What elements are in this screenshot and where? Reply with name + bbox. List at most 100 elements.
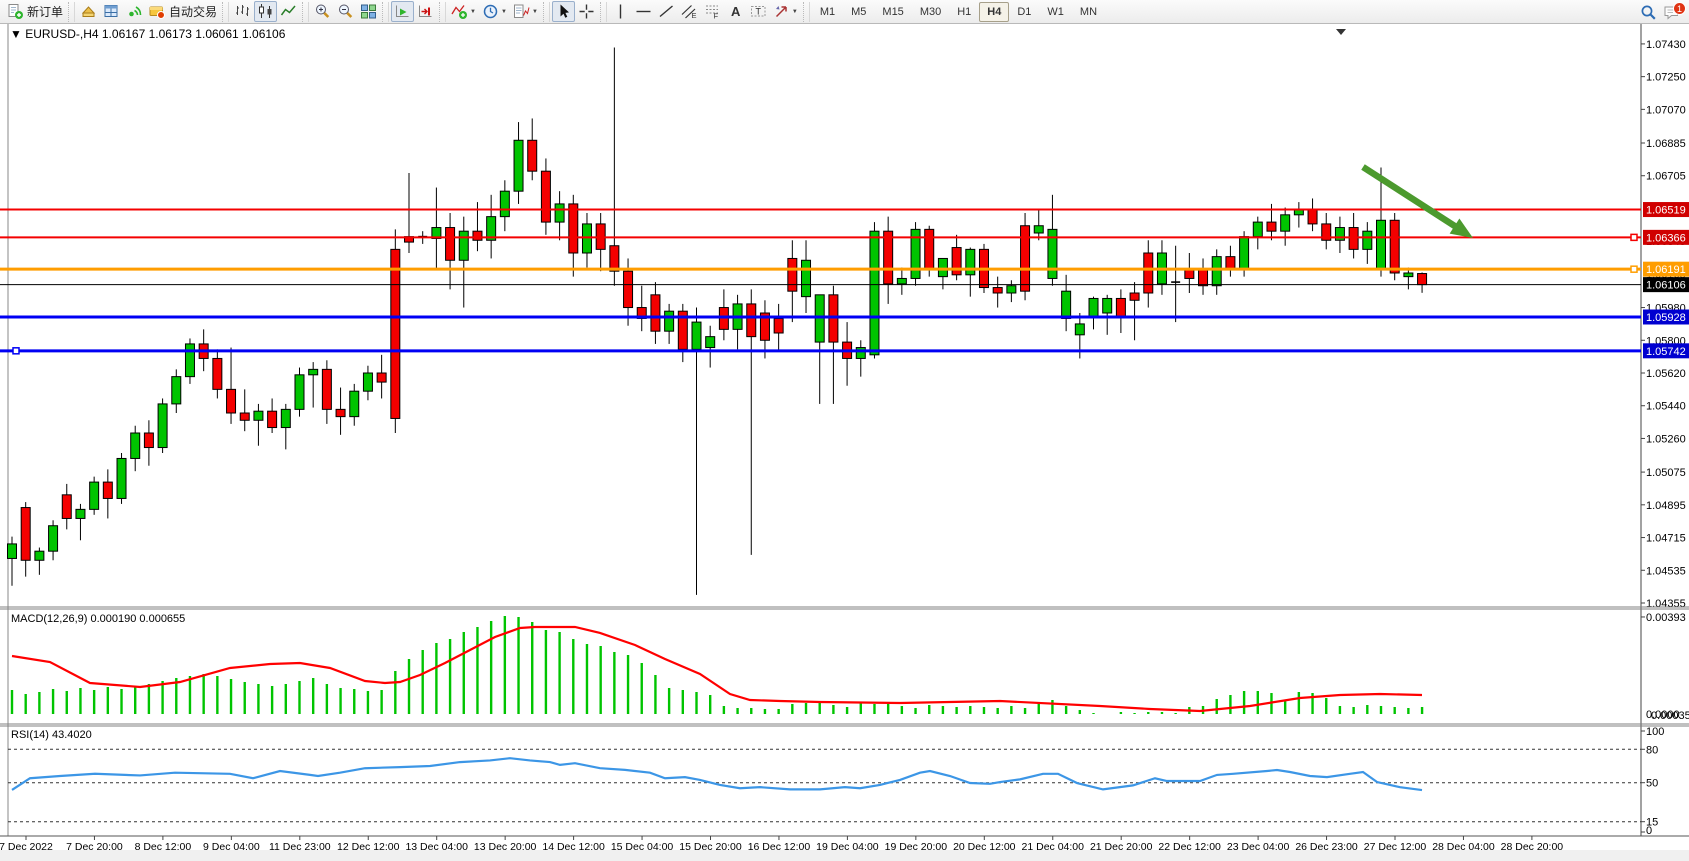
horizontal-line-button[interactable] <box>632 1 655 22</box>
price-badge-label: 1.06366 <box>1646 232 1686 244</box>
bull-candle <box>1376 219 1386 270</box>
crosshair-button[interactable] <box>575 1 598 22</box>
timeframe-w1-button[interactable]: W1 <box>1047 5 1064 18</box>
timeframe-m1-button[interactable]: M1 <box>819 5 836 18</box>
text-label-button[interactable]: T <box>747 1 770 22</box>
bear-candle <box>102 481 113 499</box>
periods-dropdown-arrow[interactable]: ▼ <box>500 8 507 15</box>
price-badge-label: 1.06106 <box>1646 280 1686 292</box>
auto-scroll-button[interactable] <box>391 1 415 22</box>
bear-candle <box>390 248 401 419</box>
bull-candle <box>937 257 948 278</box>
chart-shift-marker[interactable] <box>1336 29 1346 35</box>
line-handle[interactable] <box>1630 233 1638 242</box>
cursor-icon <box>555 3 572 20</box>
chat-button[interactable]: 1 <box>1660 1 1686 23</box>
market-watch-button[interactable] <box>77 1 100 22</box>
time-tick-label: 12 Dec 12:00 <box>337 841 400 853</box>
time-tick-label: 15 Dec 04:00 <box>611 841 674 853</box>
candle-chart-button[interactable] <box>254 1 278 22</box>
data-window-button[interactable] <box>100 1 123 22</box>
time-tick-label: 15 Dec 20:00 <box>679 841 742 853</box>
zoom-in-button[interactable] <box>311 1 334 22</box>
bear-candle <box>883 230 894 285</box>
autotrading-button[interactable]: 自动交易 <box>146 1 220 22</box>
timeframe-h4-button[interactable]: H4 <box>979 1 1010 22</box>
indicators-dropdown-arrow[interactable]: ▼ <box>470 8 476 15</box>
chart-shift-button[interactable] <box>414 1 437 22</box>
tile-windows-button[interactable] <box>357 1 380 22</box>
price-badge-support <box>1643 343 1689 359</box>
price-tick-label: 1.04355 <box>1646 598 1686 610</box>
periods-button[interactable]: ▼ <box>479 1 510 22</box>
bull-candle <box>513 139 524 192</box>
price-badge-resistance <box>1643 202 1689 218</box>
macd-signal-line <box>11 625 1423 713</box>
market-watch-icon <box>80 3 97 20</box>
bull-candle <box>705 336 716 349</box>
vertical-line-button[interactable] <box>609 1 632 22</box>
line-chart-button[interactable] <box>277 1 300 22</box>
chart-background <box>0 24 1689 861</box>
bull-candle <box>1074 323 1085 336</box>
indicators-button[interactable]: ▼ <box>448 1 479 22</box>
bear-candle <box>527 139 538 172</box>
cursor-button[interactable] <box>551 1 575 22</box>
text-button[interactable]: A <box>724 1 747 22</box>
new-order-button[interactable]: 新订单 <box>4 1 66 22</box>
time-tick-label: 19 Dec 04:00 <box>816 841 879 853</box>
toolbar-separator <box>68 1 76 22</box>
timeframe-m5-button[interactable]: M5 <box>851 5 867 18</box>
timeframe-h1-button[interactable]: H1 <box>957 5 972 18</box>
time-tick-label: 28 Dec 04:00 <box>1432 841 1495 853</box>
bear-candle <box>226 388 237 414</box>
trend-arrow-head[interactable] <box>1449 218 1473 238</box>
autotrading-label: 自动交易 <box>169 5 218 19</box>
data-window-icon <box>103 3 120 20</box>
timeframe-d1-button[interactable]: D1 <box>1017 5 1032 18</box>
bear-candle <box>143 432 154 449</box>
bear-candle <box>650 294 661 332</box>
chart-canvas[interactable]: 1.07430 1.07250 1.07070 1.06885 1.06705 1.059… <box>0 24 1689 861</box>
new-order-label: 新订单 <box>27 5 64 19</box>
bull-candle <box>1334 227 1345 241</box>
trendline-button[interactable] <box>655 1 678 22</box>
bear-candle <box>376 372 387 383</box>
bear-candle <box>992 287 1003 294</box>
bull-candle <box>896 277 907 285</box>
bear-candle <box>1307 208 1318 225</box>
timeframe-m30-button[interactable]: M30 <box>919 5 942 18</box>
bull-candle <box>691 321 702 350</box>
zoom-out-button[interactable] <box>334 1 357 22</box>
time-tick-label: 21 Dec 04:00 <box>1022 841 1085 853</box>
fibonacci-button[interactable]: F <box>701 1 724 22</box>
price-badge-label: 1.06191 <box>1646 264 1686 276</box>
search-button[interactable] <box>1637 2 1660 23</box>
timeframe-mn-button[interactable]: MN <box>1079 5 1098 18</box>
templates-button[interactable]: ▼ <box>510 1 541 22</box>
bull-candle <box>1403 272 1414 278</box>
bear-candle <box>759 312 770 341</box>
channel-button[interactable]: E <box>678 1 701 22</box>
templates-dropdown-arrow[interactable]: ▼ <box>531 8 538 15</box>
bull-candle <box>1239 236 1250 270</box>
main-toolbar: 新订单 自动交易 ▼ ▼ ▼ E F A T ▼ M1 M5 M15 M30 H1 H4 D1 W1 MN 1 <box>0 0 1689 24</box>
navigator-button[interactable] <box>123 1 146 22</box>
text-label-icon: T <box>750 3 767 20</box>
bar-chart-button[interactable] <box>231 1 254 22</box>
timeframe-m15-button[interactable]: M15 <box>882 5 904 18</box>
arrows-button[interactable]: ▼ <box>770 1 801 22</box>
price-tick-label: 1.05440 <box>1646 401 1686 413</box>
chart-title: ▼ EURUSD-,H4 1.06167 1.06173 1.06061 1.0… <box>10 27 286 41</box>
time-tick-label: 28 Dec 20:00 <box>1501 841 1564 853</box>
price-tick-label: 1.06885 <box>1646 138 1686 150</box>
bear-candle <box>773 317 784 334</box>
line-handle[interactable] <box>12 347 20 355</box>
arrows-icon <box>773 3 790 20</box>
zoom-out-icon <box>337 3 354 20</box>
arrows-dropdown-arrow[interactable]: ▼ <box>791 8 798 15</box>
bear-candle <box>1184 268 1195 279</box>
line-handle[interactable] <box>1630 265 1638 273</box>
trend-arrow-shaft[interactable] <box>1361 164 1466 235</box>
macd-zero-label: 0.0000 <box>1646 709 1680 721</box>
